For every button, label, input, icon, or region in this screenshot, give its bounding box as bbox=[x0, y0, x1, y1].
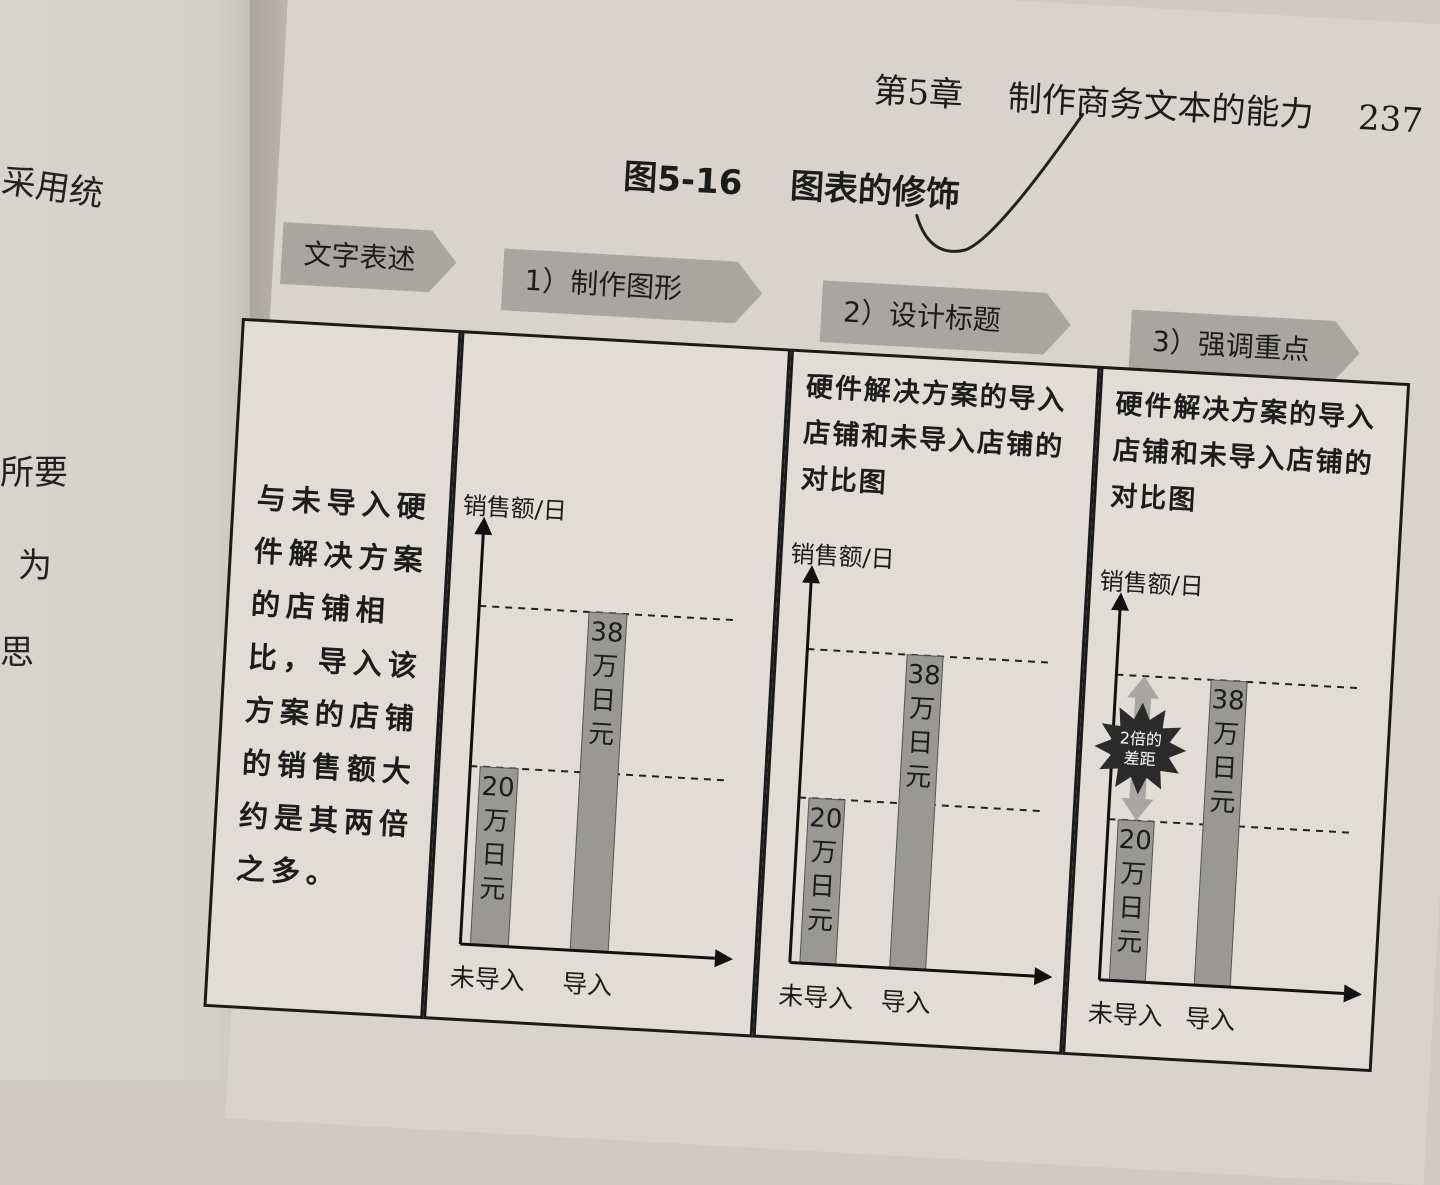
x-axis-arrow bbox=[714, 949, 733, 968]
reference-line bbox=[479, 604, 734, 622]
bar-value-label: 万 bbox=[1212, 719, 1240, 750]
figure-caption: 图表的修饰 bbox=[788, 166, 961, 216]
chart-panel-1: 销售额/日 20 万日元未导入 38 万日元导入 bbox=[423, 330, 792, 1038]
bar-value-label: 万 bbox=[908, 694, 936, 725]
bar-value-label: 万 bbox=[482, 806, 510, 837]
bar-value-label: 日 bbox=[1118, 893, 1146, 924]
x-tick-label: 导入 bbox=[561, 969, 613, 1001]
x-axis-arrow bbox=[1343, 984, 1362, 1003]
chart-panel-3: 硬件解决方案的导入店铺和未导入店铺的对比图 销售额/日 20 万日元未导入 38 万日元… bbox=[1062, 365, 1411, 1073]
bar-value-label: 元 bbox=[587, 719, 615, 750]
x-axis bbox=[460, 942, 716, 960]
bar-value-label: 日 bbox=[1210, 753, 1238, 784]
y-axis-arrow bbox=[474, 516, 493, 536]
bar-value-label: 38 bbox=[1211, 685, 1246, 717]
bar-value-label: 万 bbox=[810, 837, 838, 868]
chart-panel-2: 硬件解决方案的导入店铺和未导入店铺的对比图 销售额/日 20 万日元未导入 38 万日元… bbox=[752, 348, 1101, 1055]
bar-value-label: 20 bbox=[809, 803, 844, 835]
x-tick-label: 未导入 bbox=[778, 981, 855, 1014]
x-tick-label: 未导入 bbox=[449, 963, 526, 996]
book-page: 第5章 制作商务文本的能力 237 图5-16 图表的修饰 文字表述 1）制作图… bbox=[203, 0, 1440, 1185]
gap-arrow-head-bottom bbox=[1121, 797, 1154, 821]
facing-page-text: 为 bbox=[18, 546, 52, 586]
gap-arrow-head-top bbox=[1127, 676, 1160, 700]
x-axis bbox=[789, 960, 1035, 978]
bar-value-label: 元 bbox=[1209, 787, 1237, 818]
x-tick-label: 未导入 bbox=[1087, 998, 1164, 1031]
gap-label-line1: 2倍的 bbox=[1119, 728, 1162, 749]
bar-value-label: 日 bbox=[481, 840, 509, 871]
gap-burst-badge bbox=[1094, 702, 1187, 795]
description-text: 与未导入硬件解决方案的店铺相比，导入该方案的店铺的销售额大约是其两倍之多。 bbox=[235, 481, 433, 892]
y-axis-label: 销售额/日 bbox=[790, 540, 895, 574]
bar-value-label: 万 bbox=[591, 651, 619, 682]
bar-value-label: 日 bbox=[808, 871, 836, 902]
y-axis bbox=[458, 526, 486, 945]
facing-page: 采用统 所要 为 思 bbox=[0, 0, 270, 1080]
bar-value-label: 万 bbox=[1119, 859, 1147, 890]
bar-value-label: 元 bbox=[479, 874, 507, 905]
bar-value-label: 元 bbox=[905, 762, 933, 793]
y-axis bbox=[788, 574, 813, 963]
y-axis-label: 销售额/日 bbox=[1099, 567, 1204, 601]
x-axis bbox=[1099, 978, 1345, 995]
gap-label-line2: 差距 bbox=[1123, 749, 1156, 770]
y-axis-arrow bbox=[802, 565, 821, 584]
bar-value-label: 38 bbox=[590, 617, 625, 649]
bar-value-label: 20 bbox=[481, 772, 516, 804]
bar-value-label: 元 bbox=[806, 905, 834, 936]
y-axis bbox=[1097, 602, 1122, 980]
facing-page-text: 思 bbox=[0, 633, 34, 673]
bar-value-label: 日 bbox=[906, 728, 934, 759]
y-axis-arrow bbox=[1111, 592, 1129, 611]
figure-number: 图5-16 bbox=[622, 156, 744, 204]
x-tick-label: 导入 bbox=[880, 987, 932, 1019]
y-axis-label: 销售额/日 bbox=[462, 492, 567, 526]
step-label-text-description: 文字表述 bbox=[280, 222, 458, 294]
facing-page-text: 采用统 bbox=[0, 161, 106, 215]
handwritten-check-mark bbox=[915, 112, 1085, 253]
x-tick-label: 导入 bbox=[1185, 1004, 1237, 1036]
bar-value-label: 38 bbox=[907, 660, 942, 692]
text-description-panel: 与未导入硬件解决方案的店铺相比，导入该方案的店铺的销售额大约是其两倍之多。 bbox=[203, 317, 462, 1020]
facing-page-text: 所要 bbox=[0, 453, 68, 493]
bar-value-label: 日 bbox=[589, 685, 617, 716]
bar-value-label: 20 bbox=[1118, 825, 1153, 857]
bar-value-label: 元 bbox=[1116, 927, 1144, 958]
x-axis-arrow bbox=[1033, 967, 1053, 986]
